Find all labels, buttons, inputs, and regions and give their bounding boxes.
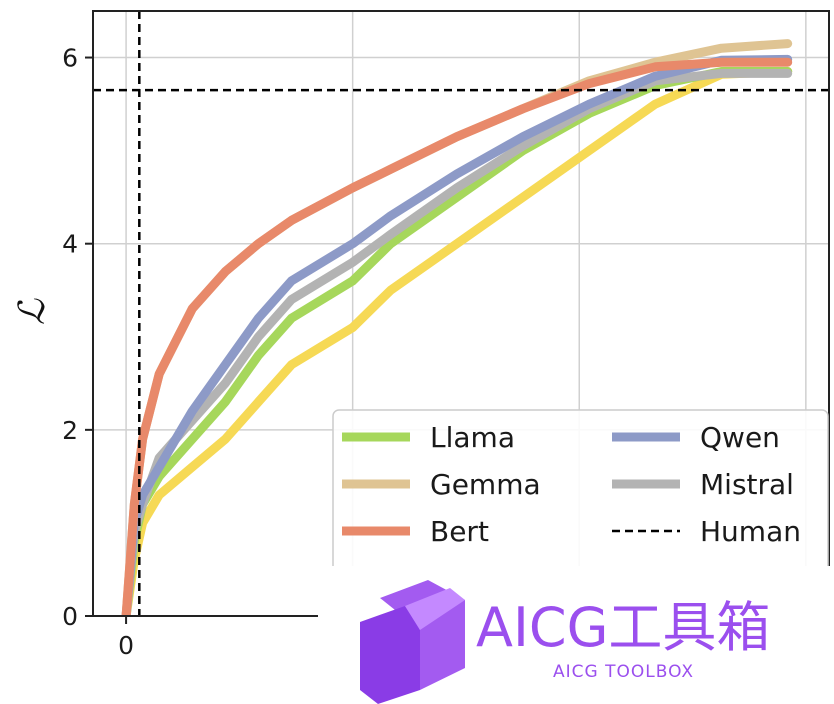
y-tick-label: 4 [62,230,78,259]
legend-label-llama: Llama [430,421,515,454]
x-tick-label: 0 [118,631,134,660]
legend-label-human: Human [700,515,801,548]
watermark-title: AICG工具箱 [476,596,770,659]
legend: Llama Qwen Gemma Mistral Bert Human [332,409,829,611]
legend-label-qwen: Qwen [700,421,780,454]
y-axis-ticks: 0 2 4 6 [62,44,93,631]
legend-label-gemma: Gemma [430,468,541,501]
y-tick-label: 2 [62,416,78,445]
y-axis-label: ℒ [12,298,53,325]
series-line-qwen [121,54,793,616]
watermark-subtitle: AICG TOOLBOX [553,662,694,682]
y-tick-label: 6 [62,44,78,73]
human-reference-lines [93,11,829,616]
legend-label-mistral: Mistral [700,468,794,501]
series-line-bert [121,57,793,616]
series-line-phi [121,67,793,616]
legend-label-bert: Bert [430,515,489,548]
aicg-logo-icon [360,580,465,704]
watermark: AICG工具箱 AICG TOOLBOX [318,566,834,704]
series-layer [121,39,793,616]
y-tick-label: 0 [62,602,78,631]
